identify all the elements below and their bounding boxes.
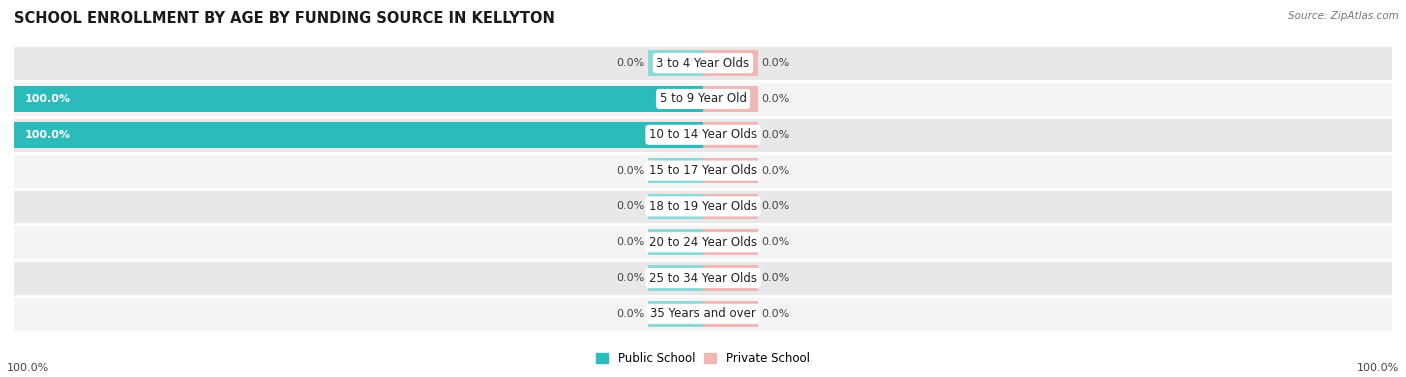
Text: 0.0%: 0.0% — [762, 166, 790, 176]
Bar — [703, 265, 758, 291]
Text: 35 Years and over: 35 Years and over — [650, 307, 756, 320]
Bar — [703, 50, 758, 76]
Legend: Public School, Private School: Public School, Private School — [593, 349, 813, 369]
Bar — [14, 81, 1392, 117]
Bar — [648, 265, 703, 291]
Text: 100.0%: 100.0% — [7, 363, 49, 373]
Bar — [14, 45, 1392, 81]
Bar — [14, 296, 1392, 332]
Text: 0.0%: 0.0% — [616, 201, 644, 211]
Text: 0.0%: 0.0% — [762, 130, 790, 140]
Text: SCHOOL ENROLLMENT BY AGE BY FUNDING SOURCE IN KELLYTON: SCHOOL ENROLLMENT BY AGE BY FUNDING SOUR… — [14, 11, 555, 26]
Bar — [703, 301, 758, 327]
Bar — [14, 260, 1392, 296]
Bar — [14, 122, 703, 148]
Bar — [14, 188, 1392, 224]
Text: 15 to 17 Year Olds: 15 to 17 Year Olds — [650, 164, 756, 177]
Text: 20 to 24 Year Olds: 20 to 24 Year Olds — [650, 236, 756, 249]
Text: 3 to 4 Year Olds: 3 to 4 Year Olds — [657, 57, 749, 70]
Bar — [14, 117, 1392, 153]
Bar — [648, 229, 703, 255]
Text: 0.0%: 0.0% — [616, 58, 644, 68]
Text: 0.0%: 0.0% — [762, 94, 790, 104]
Bar — [703, 122, 758, 148]
Text: 0.0%: 0.0% — [762, 273, 790, 283]
Text: 100.0%: 100.0% — [24, 130, 70, 140]
Text: 10 to 14 Year Olds: 10 to 14 Year Olds — [650, 128, 756, 141]
Bar — [703, 193, 758, 219]
Text: 0.0%: 0.0% — [616, 273, 644, 283]
Text: 25 to 34 Year Olds: 25 to 34 Year Olds — [650, 271, 756, 285]
Bar — [648, 301, 703, 327]
Bar — [703, 158, 758, 184]
Bar — [14, 224, 1392, 260]
Text: 0.0%: 0.0% — [616, 237, 644, 247]
Text: 0.0%: 0.0% — [616, 309, 644, 319]
Text: 0.0%: 0.0% — [616, 166, 644, 176]
Text: 0.0%: 0.0% — [762, 237, 790, 247]
Text: Source: ZipAtlas.com: Source: ZipAtlas.com — [1288, 11, 1399, 21]
Text: 100.0%: 100.0% — [1357, 363, 1399, 373]
Bar — [703, 86, 758, 112]
Text: 18 to 19 Year Olds: 18 to 19 Year Olds — [650, 200, 756, 213]
Text: 0.0%: 0.0% — [762, 309, 790, 319]
Bar — [648, 50, 703, 76]
Bar — [703, 229, 758, 255]
Bar — [648, 158, 703, 184]
Bar — [648, 193, 703, 219]
Bar — [14, 153, 1392, 188]
Text: 100.0%: 100.0% — [24, 94, 70, 104]
Text: 0.0%: 0.0% — [762, 201, 790, 211]
Bar — [14, 86, 703, 112]
Text: 5 to 9 Year Old: 5 to 9 Year Old — [659, 92, 747, 106]
Text: 0.0%: 0.0% — [762, 58, 790, 68]
